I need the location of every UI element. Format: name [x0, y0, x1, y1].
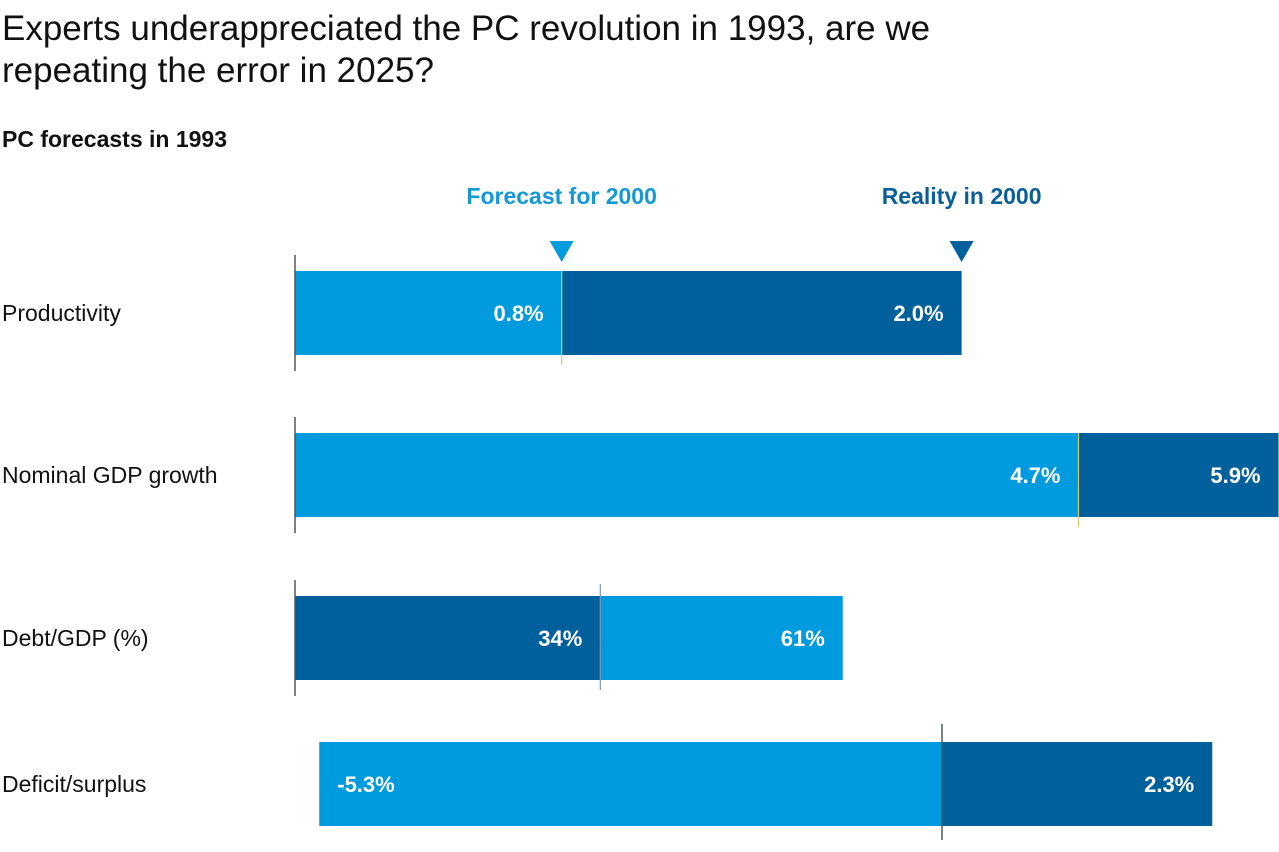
row-label-0: Productivity: [2, 300, 121, 326]
value-forecast-2: 61%: [781, 626, 825, 651]
bar-reality-3: [942, 742, 1213, 826]
value-forecast-1: 4.7%: [1010, 463, 1060, 488]
bar-reality-0: [561, 271, 962, 355]
row-label-1: Nominal GDP growth: [2, 462, 218, 488]
bar-reality-1: [1078, 433, 1279, 517]
row-label-3: Deficit/surplus: [2, 771, 146, 797]
value-reality-2: 34%: [538, 626, 582, 651]
chart-title-line-2: repeating the error in 2025?: [2, 51, 434, 90]
reality-marker-icon: [949, 241, 974, 262]
bar-forecast-0: [295, 271, 562, 355]
bar-forecast-2: [600, 596, 843, 680]
row-label-2: Debt/GDP (%): [2, 625, 149, 651]
value-reality-3: 2.3%: [1144, 772, 1194, 797]
value-forecast-0: 0.8%: [493, 301, 543, 326]
legend-reality-label: Reality in 2000: [882, 183, 1042, 209]
value-forecast-3: -5.3%: [337, 772, 394, 797]
legend-forecast-label: Forecast for 2000: [466, 183, 656, 209]
bar-forecast-1: [295, 433, 1079, 517]
chart-subtitle: PC forecasts in 1993: [2, 126, 228, 152]
bar-forecast-3: [319, 742, 942, 826]
chart-title-line-1: Experts underappreciated the PC revoluti…: [2, 9, 931, 48]
bar-reality-2: [295, 596, 601, 680]
chart-title: Experts underappreciated the PC revoluti…: [2, 8, 1242, 92]
value-reality-1: 5.9%: [1210, 463, 1260, 488]
value-reality-0: 2.0%: [893, 301, 943, 326]
forecast-marker-icon: [549, 241, 574, 262]
